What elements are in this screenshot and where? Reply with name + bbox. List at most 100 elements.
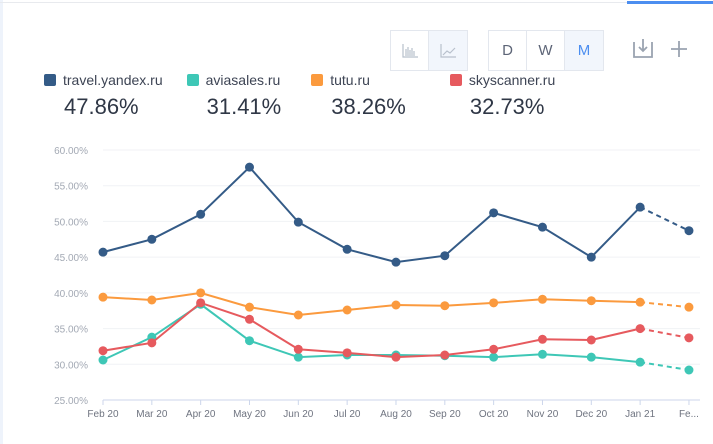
- legend-item[interactable]: aviasales.ru 31.41%: [186, 72, 282, 120]
- data-point: [586, 252, 596, 262]
- data-point: [537, 294, 547, 304]
- data-point: [489, 344, 499, 354]
- data-point: [537, 334, 547, 344]
- chart-type-toggle: [390, 30, 468, 71]
- x-tick-label: Nov 20: [527, 409, 559, 420]
- legend-swatch: [186, 74, 199, 86]
- active-tab-indicator: [627, 1, 713, 4]
- data-point: [684, 226, 694, 236]
- x-tick-label: Jun 20: [283, 409, 313, 420]
- data-point: [537, 349, 547, 359]
- y-tick-label: 60.00%: [54, 146, 88, 157]
- left-border: [0, 0, 3, 444]
- data-point: [196, 298, 206, 308]
- legend-swatch: [44, 74, 56, 86]
- x-tick-label: May 20: [233, 409, 266, 420]
- legend-item[interactable]: tutu.ru 38.26%: [311, 72, 406, 120]
- data-point: [489, 352, 499, 362]
- data-point: [244, 162, 254, 172]
- x-tick-label: Aug 20: [380, 409, 412, 420]
- period-month-button[interactable]: M: [565, 31, 603, 70]
- data-point: [196, 209, 206, 219]
- data-point: [391, 257, 401, 267]
- legend-item[interactable]: travel.yandex.ru 47.86%: [44, 72, 163, 120]
- data-point: [98, 292, 108, 302]
- data-point: [440, 301, 450, 311]
- y-tick-label: 25.00%: [54, 396, 88, 407]
- download-icon[interactable]: [633, 38, 653, 58]
- series-forecast-line: [639, 361, 690, 371]
- x-tick-label: Jul 20: [334, 409, 361, 420]
- period-toggle: D W M: [488, 30, 604, 71]
- x-tick-label: Dec 20: [575, 409, 607, 420]
- legend-value: 47.86%: [64, 94, 139, 119]
- y-tick-label: 55.00%: [54, 182, 88, 193]
- data-point: [293, 352, 303, 362]
- series-forecast-line: [639, 327, 690, 339]
- bar-chart-button[interactable]: [391, 31, 429, 70]
- bar-chart-icon: [401, 43, 418, 58]
- data-point: [537, 222, 547, 232]
- data-point: [684, 302, 694, 312]
- data-point: [244, 302, 254, 312]
- legend-value: 38.26%: [331, 94, 406, 119]
- legend-item[interactable]: skyscanner.ru 32.73%: [449, 72, 556, 120]
- data-point: [98, 247, 108, 257]
- data-point: [147, 338, 157, 348]
- legend-swatch: [311, 74, 324, 86]
- data-point: [293, 344, 303, 354]
- legend-value: 31.41%: [206, 94, 282, 119]
- series-line: [102, 165, 641, 264]
- data-point: [391, 300, 401, 310]
- data-point: [586, 352, 596, 362]
- series-forecast-line: [639, 206, 690, 232]
- legend-value: 32.73%: [469, 94, 545, 119]
- data-point: [293, 310, 303, 320]
- x-tick-label: Sep 20: [429, 409, 461, 420]
- x-tick-label: Fe...: [679, 409, 699, 420]
- data-point: [635, 297, 645, 307]
- line-chart-button[interactable]: [429, 31, 467, 70]
- data-point: [98, 355, 108, 365]
- legend-label: skyscanner.ru: [468, 72, 556, 88]
- data-point: [98, 346, 108, 356]
- legend-label: tutu.ru: [330, 72, 370, 88]
- data-point: [440, 251, 450, 261]
- plus-icon[interactable]: [671, 41, 687, 57]
- data-point: [684, 333, 694, 343]
- data-point: [147, 234, 157, 244]
- series-line: [102, 303, 641, 364]
- y-tick-label: 40.00%: [54, 289, 88, 300]
- data-point: [684, 365, 694, 375]
- period-day-button[interactable]: D: [489, 31, 527, 70]
- data-point: [391, 352, 401, 362]
- period-week-button[interactable]: W: [527, 31, 565, 70]
- x-tick-label: Jan 21: [625, 409, 655, 420]
- top-divider: [0, 2, 713, 3]
- series-line: [102, 291, 641, 317]
- series-forecast-line: [640, 301, 690, 309]
- data-point: [293, 217, 303, 227]
- legend-swatch: [449, 74, 462, 86]
- legend: travel.yandex.ru 47.86% aviasales.ru 31.41…: [44, 72, 583, 120]
- x-tick-label: Oct 20: [479, 409, 509, 420]
- data-point: [635, 202, 645, 212]
- data-point: [342, 244, 352, 254]
- data-point: [342, 305, 352, 315]
- series-line: [102, 301, 641, 359]
- data-point: [635, 357, 645, 367]
- y-tick-label: 45.00%: [54, 253, 88, 264]
- data-point: [244, 314, 254, 324]
- y-tick-label: 30.00%: [54, 360, 88, 371]
- line-chart-icon: [440, 43, 456, 58]
- x-tick-label: Feb 20: [87, 409, 119, 420]
- data-point: [489, 298, 499, 308]
- data-point: [635, 324, 645, 334]
- data-point: [342, 348, 352, 358]
- x-tick-label: Mar 20: [136, 409, 168, 420]
- y-tick-label: 50.00%: [54, 217, 88, 228]
- legend-label: travel.yandex.ru: [63, 72, 163, 88]
- data-point: [586, 296, 596, 306]
- legend-label: aviasales.ru: [205, 72, 281, 88]
